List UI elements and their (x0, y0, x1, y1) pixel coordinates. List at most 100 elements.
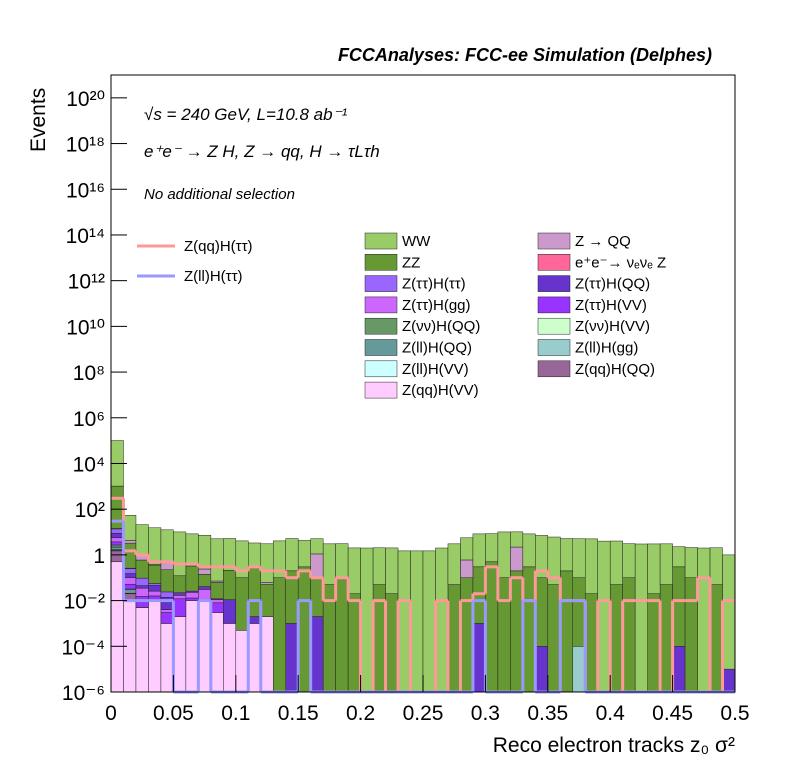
bar (123, 589, 135, 593)
bar (173, 593, 185, 596)
bar (336, 544, 348, 578)
legend-label: Z(ττ)H(QQ) (575, 276, 650, 293)
bar (211, 613, 223, 692)
bar (111, 551, 123, 562)
bar (386, 594, 398, 692)
bar (460, 578, 472, 692)
legend-swatch (538, 340, 570, 356)
bar (123, 543, 135, 568)
x-tick-label: 0.25 (403, 702, 444, 725)
bar (673, 646, 685, 692)
legend-swatch (538, 254, 570, 270)
annotation: √s = 240 GeV, L=10.8 ab⁻¹ (144, 105, 348, 124)
bar (173, 532, 185, 576)
bar (685, 578, 697, 692)
y-axis-label: Events (27, 88, 50, 152)
legend-swatch (538, 361, 570, 377)
bar (485, 562, 497, 692)
bar (398, 551, 410, 692)
bar (198, 535, 210, 569)
bar (123, 574, 135, 578)
bar (248, 543, 260, 566)
bar (573, 578, 585, 647)
bar (660, 585, 672, 692)
bar (648, 544, 660, 594)
bar (198, 574, 210, 586)
bar (685, 548, 697, 578)
bar (698, 548, 710, 692)
bar (448, 544, 460, 585)
bar (460, 560, 472, 578)
bar (560, 539, 572, 571)
y-tick-label: 1 (93, 545, 105, 568)
bar (535, 646, 547, 692)
bar (211, 582, 223, 598)
bar (523, 534, 535, 567)
bar (298, 567, 310, 692)
bar (161, 570, 173, 592)
legend-label: Z(ll)H(gg) (575, 340, 638, 357)
y-tick-label: 10⁻² (64, 591, 105, 614)
x-tick-label: 0.5 (720, 702, 749, 725)
legend-label: Z(ττ)H(ττ) (402, 276, 466, 293)
bar (248, 623, 260, 692)
x-tick-label: 0.15 (278, 702, 319, 725)
x-tick-label: 0.3 (471, 702, 500, 725)
bar (710, 585, 722, 692)
x-tick-label: 0.45 (652, 702, 693, 725)
bar (623, 544, 635, 578)
bar (261, 582, 273, 584)
bar (186, 601, 198, 692)
bar (660, 544, 672, 585)
bar (485, 534, 497, 562)
bar (523, 567, 535, 692)
y-tick-label: 10²⁰ (66, 88, 105, 111)
bar (148, 585, 160, 591)
legend-swatch (538, 297, 570, 313)
x-tick-label: 0.35 (527, 702, 568, 725)
bar (223, 570, 235, 599)
bar (261, 544, 273, 583)
bar (111, 542, 123, 545)
bar (186, 592, 198, 598)
bar (161, 530, 173, 561)
bar (673, 547, 685, 567)
bar (173, 599, 185, 617)
x-axis-label: Reco electron tracks z₀ σ² (493, 734, 735, 757)
bar (123, 578, 135, 585)
bar (198, 601, 210, 692)
y-tick-label: 10¹⁰ (66, 316, 105, 339)
bar (336, 578, 348, 692)
bar (248, 567, 260, 617)
legend-label: e⁺e⁻→ νₑνₑ Z (575, 254, 666, 271)
bar (348, 548, 360, 594)
legend-label: WW (402, 233, 431, 250)
bar (348, 594, 360, 692)
bar (286, 539, 298, 571)
y-tick-label: 10⁻⁶ (62, 682, 105, 705)
bar (498, 532, 510, 578)
bar (173, 576, 185, 593)
legend-swatch (538, 318, 570, 334)
legend-swatch (365, 254, 397, 270)
x-tick-label: 0 (105, 702, 117, 725)
bar (111, 547, 123, 550)
bar (261, 584, 273, 616)
bar (198, 587, 210, 590)
bar (136, 525, 148, 554)
bar (111, 545, 123, 547)
bar (361, 548, 373, 692)
bar (186, 598, 198, 601)
bar (136, 586, 148, 588)
bar (136, 578, 148, 585)
bar (610, 585, 622, 692)
bar (123, 515, 135, 540)
x-tick-label: 0.4 (596, 702, 626, 725)
legend-label: Z(qq)H(QQ) (575, 361, 655, 378)
bar (623, 578, 635, 692)
y-tick-label: 10¹² (68, 271, 105, 294)
legend-swatch (365, 297, 397, 313)
bar (573, 539, 585, 578)
bar (510, 547, 522, 571)
